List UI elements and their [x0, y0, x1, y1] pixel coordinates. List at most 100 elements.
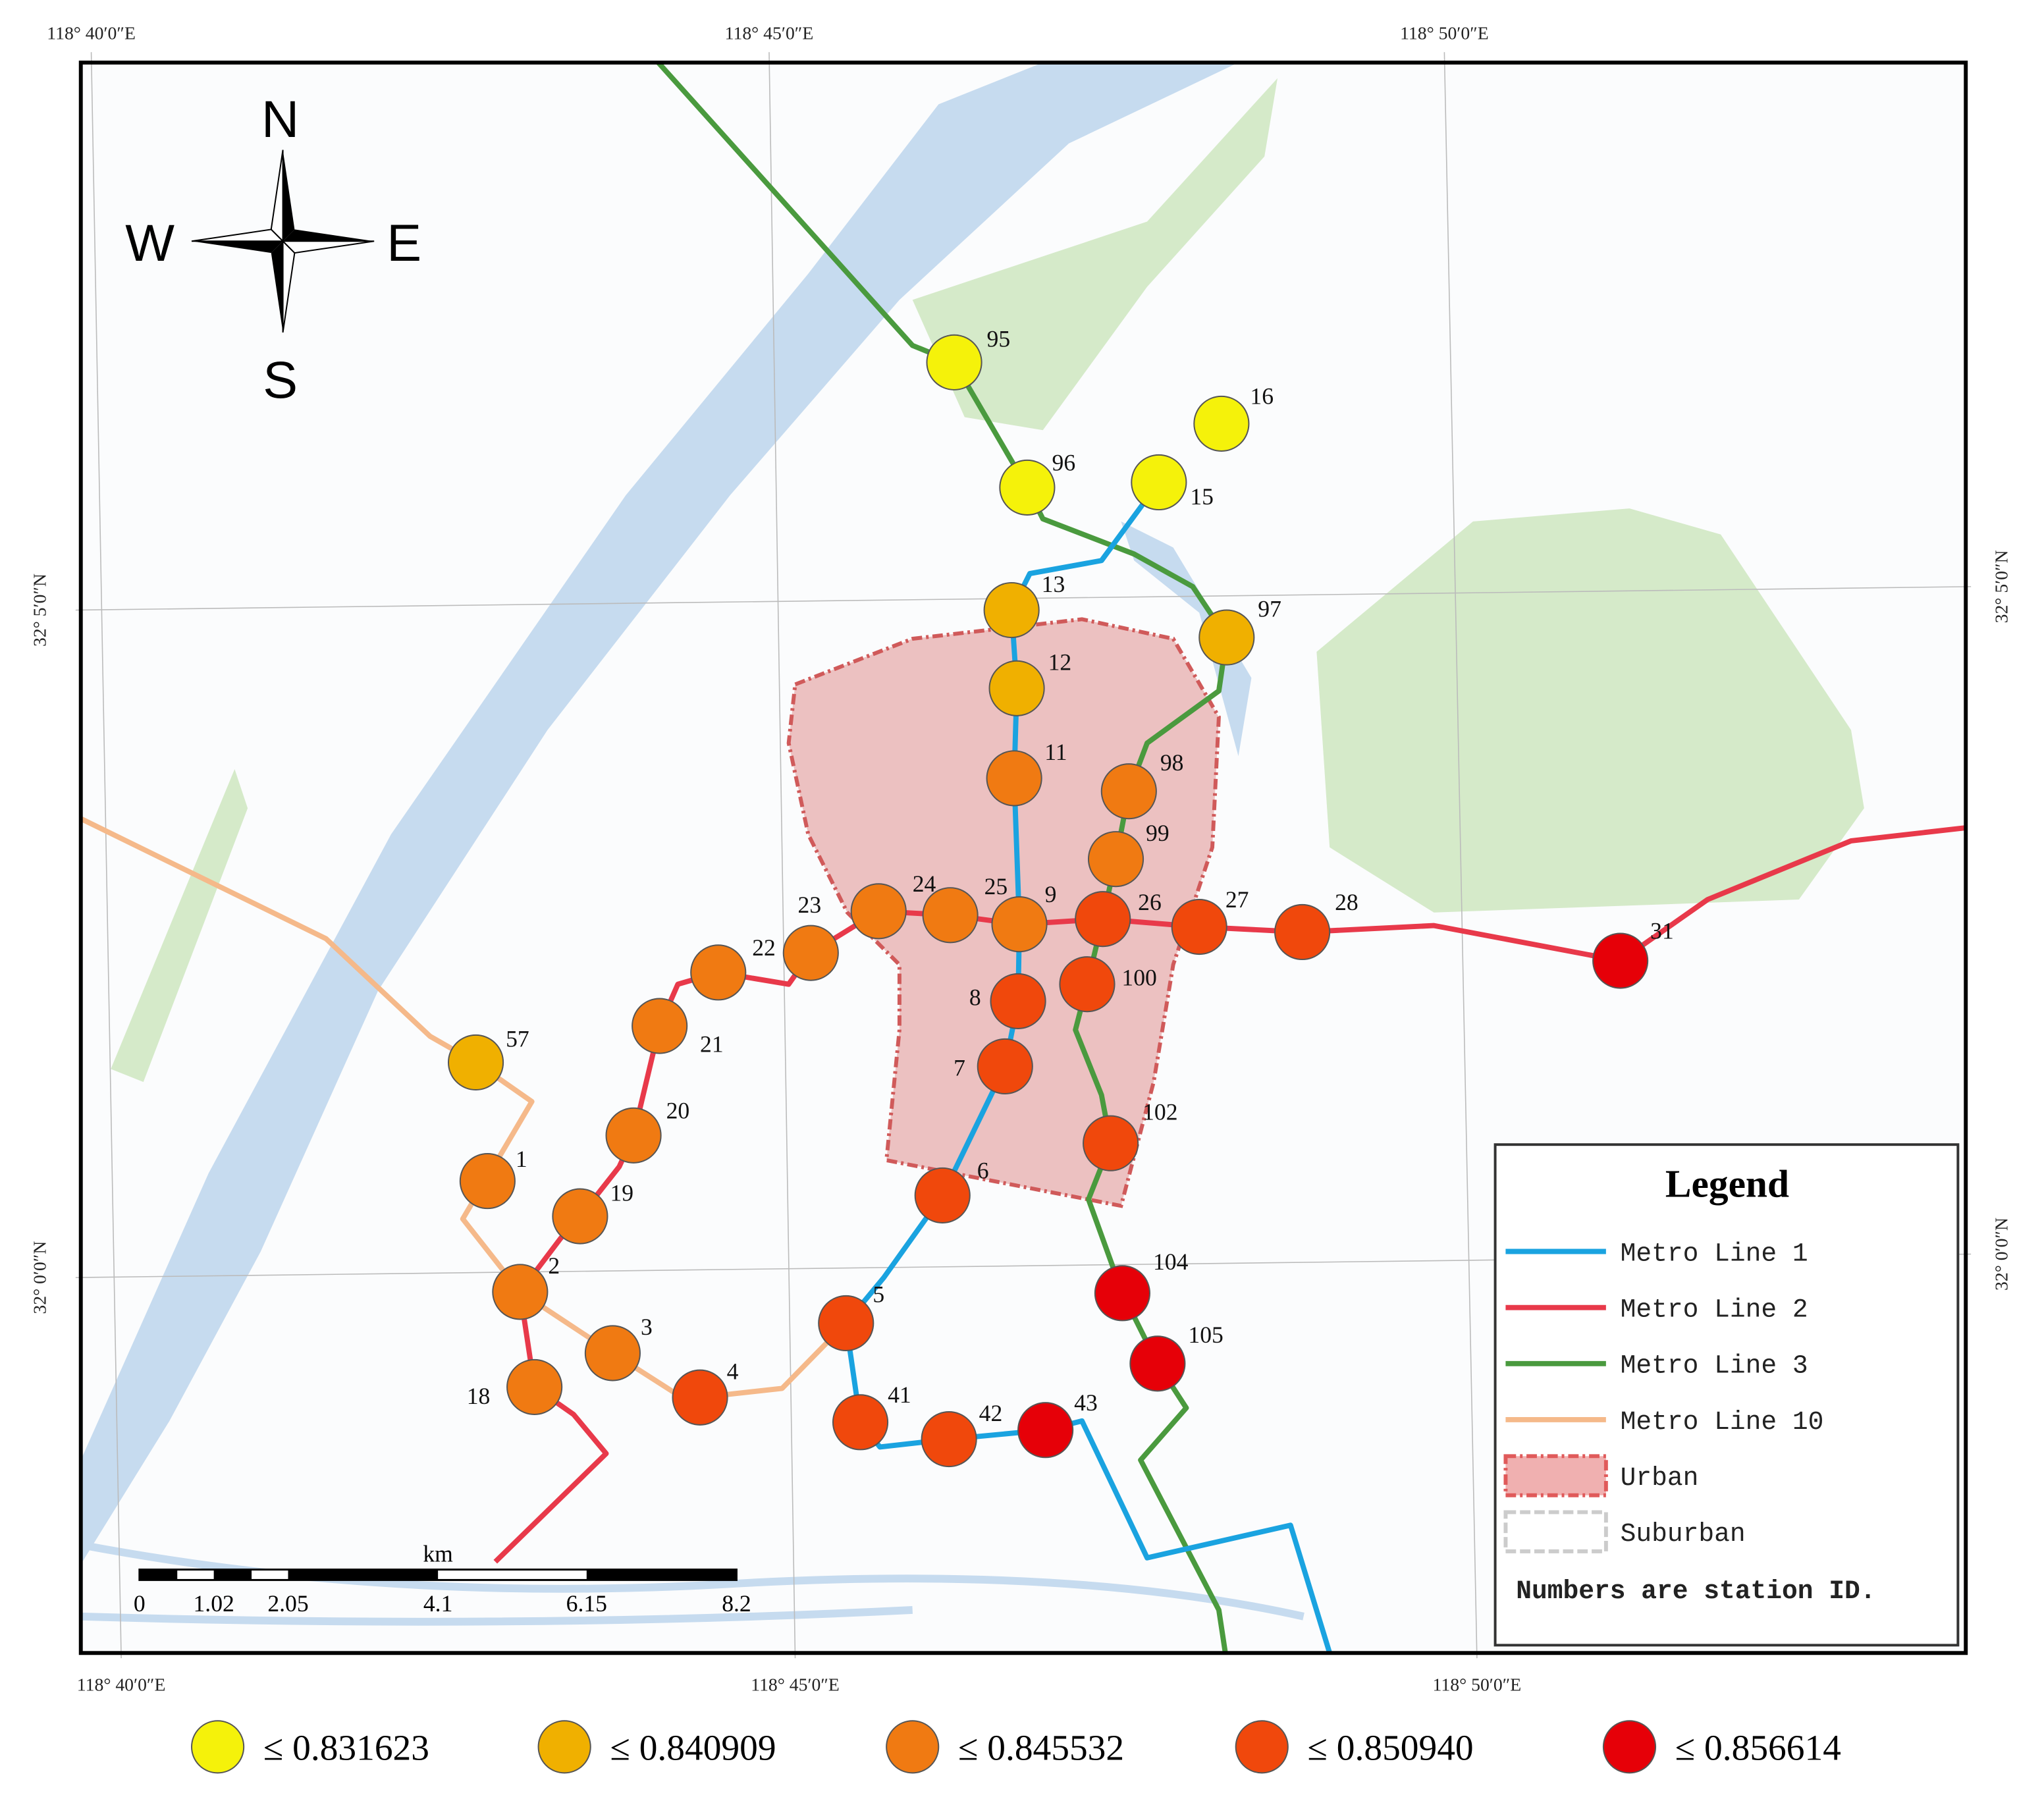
- scale-label: 0: [134, 1590, 146, 1617]
- coordinate-label: 32° 5′0″N: [1991, 550, 2012, 623]
- station: [832, 1394, 889, 1451]
- station: [983, 581, 1040, 639]
- coordinate-label: 118° 40′0″E: [47, 22, 136, 43]
- station-id: 97: [1258, 595, 1281, 622]
- station: [914, 1167, 971, 1223]
- station: [1198, 609, 1255, 666]
- legend: Legend Metro Line 1 Metro Line 2 Metro Lin…: [1493, 1143, 1960, 1647]
- station-id: 43: [1074, 1389, 1098, 1416]
- class-swatch: [191, 1720, 245, 1774]
- class-swatch: [886, 1720, 940, 1774]
- coordinate-label: 118° 50′0″E: [1400, 22, 1489, 43]
- station: [672, 1369, 728, 1426]
- station-id: 25: [984, 873, 1008, 900]
- station-id: 100: [1121, 965, 1156, 991]
- coordinate-label: 32° 0′0″N: [1991, 1218, 2012, 1291]
- station: [605, 1107, 662, 1164]
- legend-item: Metro Line 2: [1621, 1295, 1808, 1325]
- class-label: ≤ 0.840909: [610, 1728, 776, 1768]
- station-id: 105: [1188, 1322, 1223, 1348]
- coordinate-label: 118° 50′0″E: [1433, 1675, 1522, 1695]
- station: [1017, 1402, 1074, 1459]
- station: [1131, 454, 1187, 511]
- station: [1193, 395, 1250, 452]
- scale-bar: km 0 1.02 2.05 4.1 6.15 8.2: [134, 1541, 751, 1617]
- legend-item: Suburban: [1621, 1519, 1746, 1549]
- coordinate-label: 118° 40′0″E: [77, 1675, 166, 1695]
- station-id: 6: [977, 1158, 989, 1184]
- station-id: 18: [467, 1383, 491, 1409]
- park: [1316, 508, 1864, 913]
- compass: N S W E: [125, 90, 421, 409]
- station-id: 9: [1045, 881, 1057, 907]
- compass-north: N: [261, 90, 299, 148]
- station-id: 22: [752, 934, 776, 961]
- compass-east: E: [387, 213, 421, 272]
- station: [926, 334, 982, 390]
- station: [447, 1034, 504, 1091]
- station: [782, 925, 839, 981]
- graticule: [75, 52, 1972, 1659]
- station-id: 31: [1650, 917, 1674, 944]
- station: [690, 944, 747, 1001]
- compass-south: S: [263, 350, 298, 409]
- station: [991, 896, 1048, 953]
- station: [1274, 903, 1331, 961]
- station: [492, 1264, 549, 1320]
- station: [921, 1411, 977, 1468]
- station-id: 4: [727, 1358, 739, 1385]
- station-id: 28: [1335, 889, 1358, 915]
- station-id: 102: [1143, 1099, 1177, 1125]
- scale-label: 6.15: [566, 1590, 607, 1617]
- station: [850, 883, 907, 940]
- scale-unit: km: [423, 1541, 453, 1567]
- coordinate-label: 32° 0′0″N: [29, 1241, 49, 1314]
- class-swatch: [1235, 1720, 1289, 1774]
- legend-box: [1493, 1143, 1960, 1647]
- station-id: 8: [969, 984, 981, 1010]
- legend-item: Urban: [1621, 1463, 1699, 1493]
- station-id: 21: [700, 1031, 724, 1058]
- legend-item: Metro Line 10: [1621, 1407, 1824, 1437]
- class-label: ≤ 0.856614: [1675, 1728, 1841, 1768]
- scale-label: 8.2: [722, 1590, 751, 1617]
- station-id: 57: [506, 1026, 529, 1052]
- station: [922, 887, 979, 944]
- station-id: 96: [1052, 450, 1076, 476]
- legend-item: Metro Line 3: [1621, 1351, 1808, 1381]
- station-id: 27: [1225, 886, 1249, 913]
- station-id: 3: [641, 1314, 653, 1340]
- station-id: 7: [954, 1054, 965, 1081]
- station-id: 15: [1190, 483, 1214, 510]
- station: [1094, 1265, 1150, 1322]
- station: [552, 1188, 608, 1245]
- scale-label: 4.1: [423, 1590, 453, 1617]
- station-id: 20: [666, 1098, 690, 1124]
- station: [977, 1038, 1033, 1094]
- station: [818, 1295, 874, 1351]
- station-id: 12: [1048, 649, 1072, 676]
- scale-label: 1.02: [193, 1590, 234, 1617]
- station: [1100, 763, 1157, 820]
- class-label: ≤ 0.850940: [1308, 1728, 1474, 1768]
- station: [1059, 956, 1116, 1013]
- station-id: 11: [1044, 739, 1067, 765]
- station: [1075, 891, 1131, 948]
- station: [632, 998, 688, 1054]
- station-id: 99: [1146, 820, 1170, 846]
- station: [1129, 1335, 1186, 1392]
- park: [111, 769, 248, 1083]
- station-id: 5: [873, 1281, 884, 1308]
- scale-label: 2.05: [267, 1590, 308, 1617]
- station-id: 104: [1153, 1249, 1189, 1275]
- station: [1087, 831, 1144, 888]
- station: [990, 973, 1046, 1029]
- station: [1171, 899, 1227, 955]
- legend-note: Numbers are station ID.: [1516, 1576, 1875, 1606]
- class-label: ≤ 0.831623: [263, 1728, 429, 1768]
- station: [986, 750, 1042, 807]
- class-legend: ≤ 0.831623 ≤ 0.840909 ≤ 0.845532 ≤ 0.850940…: [191, 1720, 1841, 1774]
